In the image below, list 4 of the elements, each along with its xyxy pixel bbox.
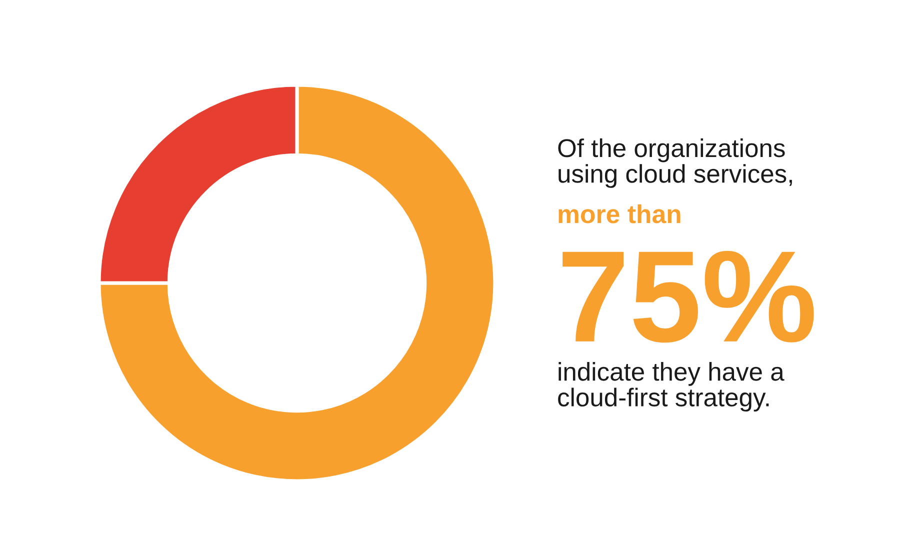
text: more than	[558, 204, 680, 224]
text: 75%	[562, 250, 814, 343]
text: indicate they have a cloud-first strategy.	[558, 362, 784, 412]
text: Of the organizations using cloud services,	[558, 138, 792, 188]
